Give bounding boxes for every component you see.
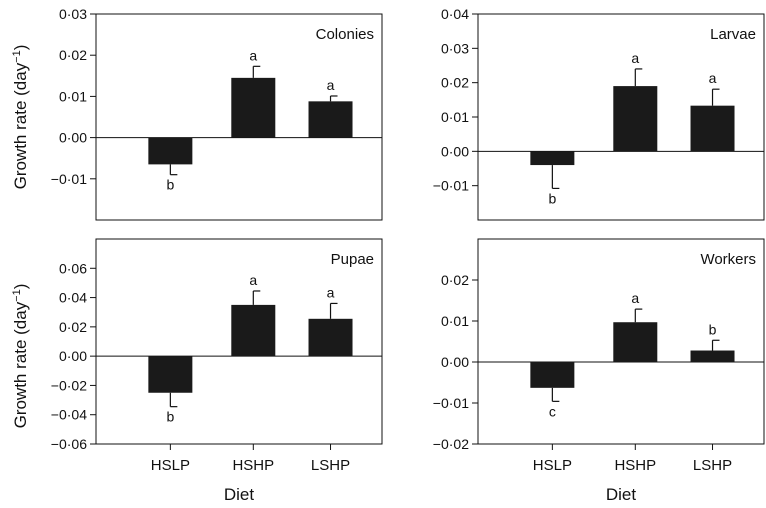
bar-hslp xyxy=(530,362,575,388)
x-tick-label: HSLP xyxy=(151,457,190,474)
significance-label: a xyxy=(249,47,257,63)
plot-frame xyxy=(477,238,765,445)
y-tick-label: −0·04 xyxy=(51,407,87,423)
significance-label: c xyxy=(549,403,556,419)
significance-label: a xyxy=(709,70,717,86)
x-axis-label-right: Diet xyxy=(606,485,637,504)
y-axis-label-bottom: Growth rate (day−1) xyxy=(11,284,30,429)
y-tick-label: −0·02 xyxy=(433,436,469,452)
bar-hslp xyxy=(148,137,193,165)
plot-frame xyxy=(95,238,383,445)
significance-label: b xyxy=(166,177,174,193)
significance-label: a xyxy=(249,272,257,288)
panel-pupae: −0·06 −0·04 −0·02 0·00 0·02 0·04 0·06 Pupae b HSL… xyxy=(51,238,383,474)
y-tick-label: 0·01 xyxy=(441,109,469,125)
x-tick-label: HSLP xyxy=(533,457,572,474)
significance-label: b xyxy=(166,409,174,425)
bar-lshp xyxy=(690,105,735,152)
y-axis-label-top: Growth rate (day−1) xyxy=(11,45,30,190)
bar-hslp xyxy=(530,151,575,166)
x-tick-label: LSHP xyxy=(311,457,350,474)
bar-hslp xyxy=(148,356,193,393)
bar-hshp xyxy=(613,322,658,362)
panel-label: Workers xyxy=(700,251,756,268)
y-tick-label: 0·00 xyxy=(441,354,469,370)
panel-label: Pupae xyxy=(331,251,374,268)
bar-lshp xyxy=(690,350,735,362)
bar-hshp xyxy=(231,77,276,138)
significance-label: a xyxy=(631,290,639,306)
y-tick-label: 0·02 xyxy=(59,319,87,335)
y-tick-label: −0·01 xyxy=(433,178,469,194)
panel-workers: −0·02 −0·01 0·00 0·01 0·02 Workers c HSLP a HSHP b… xyxy=(433,238,765,474)
panel-larvae: −0·01 0·00 0·01 0·02 0·03 0·04 Larvae b a a xyxy=(433,6,765,221)
bar-lshp xyxy=(308,101,353,138)
x-axis-label-left: Diet xyxy=(224,485,255,504)
chart-panels: −0·01 0·00 0·01 0·02 0·03 Colonies b a a −0·01 0·0… xyxy=(51,6,765,474)
y-tick-label: −0·06 xyxy=(51,436,87,452)
bar-hshp xyxy=(231,304,276,357)
y-tick-label: 0·00 xyxy=(59,348,87,364)
y-tick-label: 0·01 xyxy=(441,313,469,329)
x-tick-label: HSHP xyxy=(614,457,656,474)
y-tick-label: −0·02 xyxy=(51,377,87,393)
y-tick-label: 0·01 xyxy=(59,88,87,104)
x-tick-label: HSHP xyxy=(232,457,274,474)
y-tick-label: 0·02 xyxy=(441,75,469,91)
y-tick-label: 0·00 xyxy=(441,143,469,159)
y-tick-label: 0·03 xyxy=(441,40,469,56)
y-tick-label: −0·01 xyxy=(51,171,87,187)
significance-label: a xyxy=(631,50,639,66)
significance-label: b xyxy=(709,321,717,337)
plot-frame xyxy=(95,13,383,221)
panel-label: Larvae xyxy=(710,26,756,43)
y-tick-label: 0·04 xyxy=(441,6,469,22)
y-tick-label: 0·04 xyxy=(59,290,87,306)
y-tick-label: 0·02 xyxy=(59,47,87,63)
panel-colonies: −0·01 0·00 0·01 0·02 0·03 Colonies b a a xyxy=(51,6,383,221)
y-tick-label: 0·03 xyxy=(59,6,87,22)
y-tick-label: 0·06 xyxy=(59,260,87,276)
significance-label: a xyxy=(327,284,335,300)
y-tick-label: 0·00 xyxy=(59,130,87,146)
bar-lshp xyxy=(308,318,353,357)
panel-label: Colonies xyxy=(316,26,374,43)
significance-label: b xyxy=(548,190,556,206)
x-tick-label: LSHP xyxy=(693,457,732,474)
bar-hshp xyxy=(613,86,658,152)
y-tick-label: 0·02 xyxy=(441,272,469,288)
y-tick-label: −0·01 xyxy=(433,395,469,411)
significance-label: a xyxy=(327,77,335,93)
